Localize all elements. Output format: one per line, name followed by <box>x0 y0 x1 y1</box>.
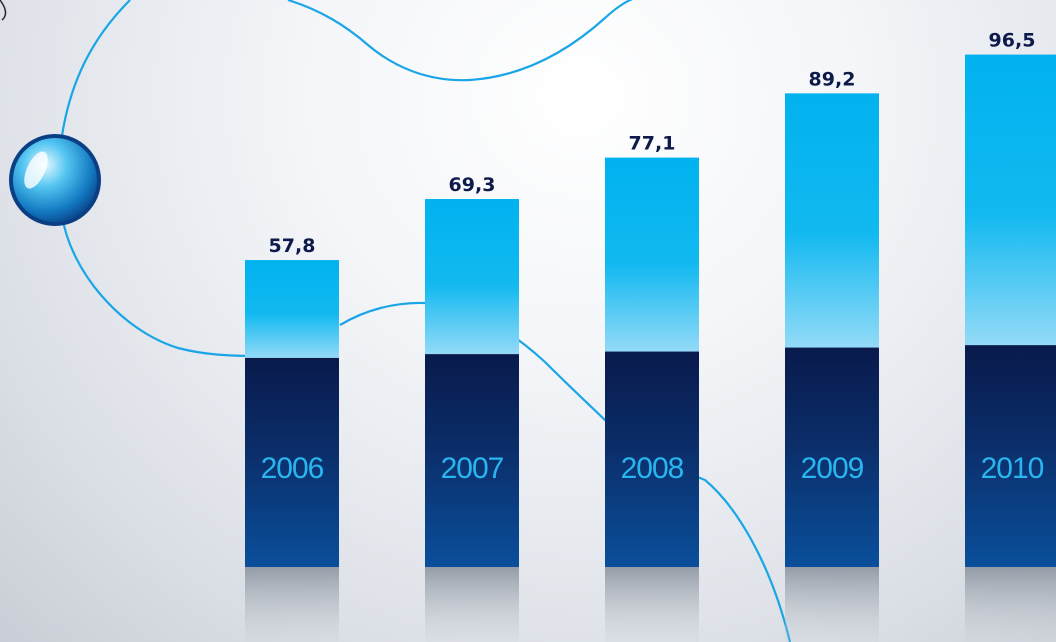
value-label-2006: 57,8 <box>269 235 316 257</box>
curve-left-top <box>58 0 131 151</box>
bar-upper-2007 <box>425 199 519 355</box>
bar-base-2006 <box>245 357 339 567</box>
category-label-2008: 2008 <box>621 452 684 485</box>
curve-corner <box>0 0 7 21</box>
bar-upper-2006 <box>245 260 339 358</box>
value-label-2007: 69,3 <box>449 174 496 196</box>
curve-left-bottom <box>60 214 261 358</box>
category-label-2009: 2009 <box>801 452 864 485</box>
bar-reflection-2010 <box>965 567 1056 642</box>
bar-reflection-2006 <box>245 567 339 642</box>
category-label-2010: 2010 <box>981 452 1044 485</box>
decorative-curves <box>58 0 792 642</box>
bar-2007: 69,3 2007 <box>425 174 519 642</box>
bar-base-2009 <box>785 347 879 567</box>
bar-upper-2008 <box>605 157 699 352</box>
bars: 57,8 2006 69,3 2007 77,1 2008 89,2 2009 96,5 2010 <box>245 30 1056 642</box>
value-label-2010: 96,5 <box>989 30 1036 52</box>
bar-reflection-2007 <box>425 567 519 642</box>
bar-2008: 77,1 2008 <box>605 133 699 642</box>
bar-reflection-2009 <box>785 567 879 642</box>
category-label-2007: 2007 <box>441 452 504 485</box>
sphere-ornament <box>9 134 101 226</box>
bar-base-2008 <box>605 351 699 567</box>
category-label-2006: 2006 <box>261 452 324 485</box>
value-label-2008: 77,1 <box>629 133 676 155</box>
bar-upper-2009 <box>785 93 879 348</box>
bar-base-2010 <box>965 345 1056 567</box>
value-label-2009: 89,2 <box>809 68 856 90</box>
bar-upper-2010 <box>965 54 1056 346</box>
bar-reflection-2008 <box>605 567 699 642</box>
bar-2009: 89,2 2009 <box>785 68 879 642</box>
bar-base-2007 <box>425 354 519 567</box>
bar-2006: 57,8 2006 <box>245 235 339 642</box>
curve-middle <box>339 301 792 642</box>
bar-2010: 96,5 2010 <box>965 30 1056 642</box>
curve-upper <box>287 0 633 82</box>
